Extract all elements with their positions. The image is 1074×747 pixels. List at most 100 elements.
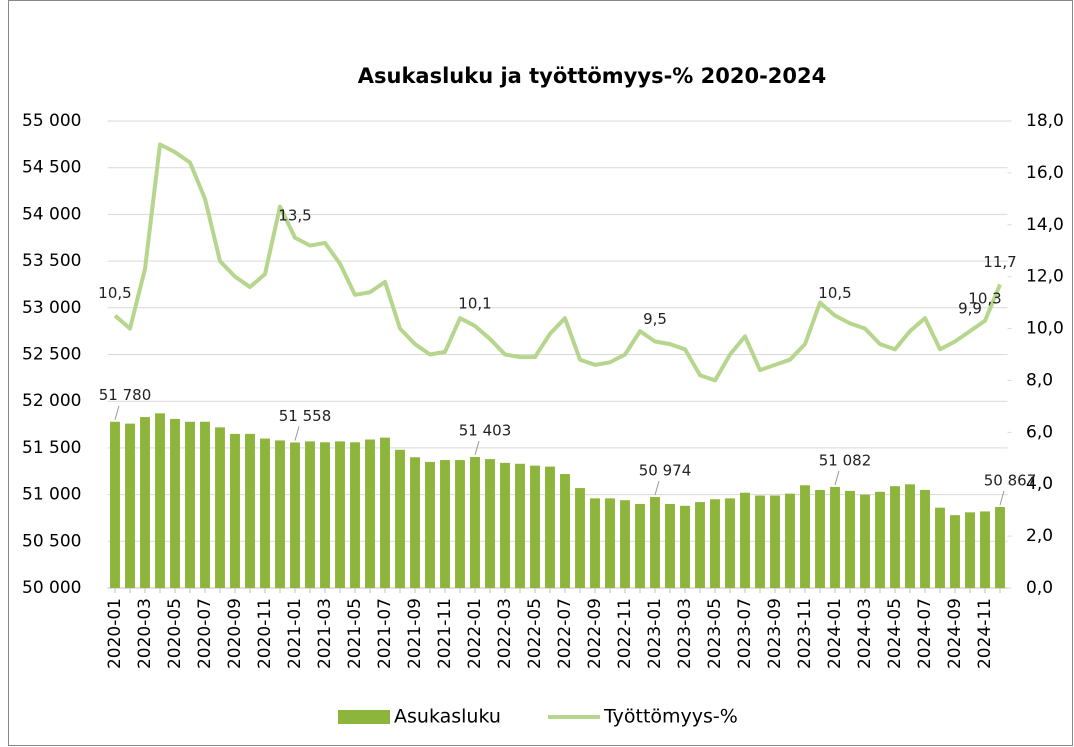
y-tick-label: 52 000	[22, 391, 81, 411]
bar	[755, 495, 765, 588]
x-tick-label: 2023-07	[735, 598, 755, 669]
data-label: 10,1	[458, 294, 491, 312]
bar	[635, 503, 645, 588]
bar	[515, 463, 525, 588]
bar	[125, 423, 135, 588]
bar	[485, 459, 495, 588]
bar	[140, 417, 150, 588]
bar	[245, 433, 255, 588]
bar	[185, 421, 195, 588]
bar	[995, 507, 1005, 588]
bar	[680, 505, 690, 588]
data-label: 50 974	[639, 462, 692, 480]
bar	[455, 460, 465, 588]
bar	[740, 492, 750, 588]
bar	[380, 437, 390, 588]
bar	[170, 418, 180, 588]
legend-swatch	[338, 710, 390, 724]
legend-label: Asukasluku	[394, 706, 501, 728]
data-label: 10,5	[98, 284, 131, 302]
bar	[110, 421, 120, 588]
bar	[935, 507, 945, 588]
x-tick-label: 2023-09	[765, 598, 785, 669]
legend-label: Työttömyys-%	[603, 706, 738, 728]
bar	[200, 421, 210, 588]
y-tick-label: 54 000	[22, 204, 81, 224]
x-tick-label: 2021-09	[405, 598, 425, 669]
x-tick-label: 2024-07	[915, 598, 935, 669]
bar	[575, 488, 585, 588]
label-leader	[999, 490, 1005, 506]
x-tick-label: 2022-07	[555, 598, 575, 669]
y-tick-label: 55 000	[22, 111, 81, 131]
bar	[830, 486, 840, 588]
y-tick-label: 53 500	[22, 251, 81, 271]
bar	[725, 498, 735, 588]
data-label: 9,5	[643, 310, 667, 328]
x-tick-label: 2022-05	[525, 598, 545, 669]
bar	[800, 485, 810, 588]
data-label: 11,7	[983, 253, 1016, 271]
x-tick-label: 2020-09	[225, 598, 245, 669]
bar	[425, 461, 435, 588]
data-label: 10,5	[818, 284, 851, 302]
bar	[260, 438, 270, 588]
bar	[545, 466, 555, 588]
y2-tick-label: 14,0	[1026, 215, 1064, 235]
data-label: 51 082	[819, 451, 872, 469]
bar	[710, 499, 720, 588]
label-leader	[294, 426, 300, 441]
bar	[440, 460, 450, 588]
x-tick-label: 2021-07	[375, 598, 395, 669]
x-tick-label: 2024-01	[825, 598, 845, 669]
x-tick-label: 2022-11	[615, 598, 635, 669]
bar	[785, 493, 795, 588]
label-leader	[834, 470, 840, 486]
x-tick-label: 2021-11	[435, 598, 455, 669]
bar	[860, 494, 870, 588]
y2-tick-label: 8,0	[1026, 370, 1053, 390]
x-tick-label: 2020-01	[105, 598, 125, 669]
bar	[305, 441, 315, 588]
y2-tick-label: 10,0	[1026, 319, 1064, 339]
y2-tick-label: 6,0	[1026, 422, 1053, 442]
bar	[650, 497, 660, 588]
y-tick-label: 50 500	[22, 531, 81, 551]
chart-title: Asukasluku ja työttömyys-% 2020-2024	[358, 64, 827, 88]
bar	[665, 503, 675, 588]
chart-frame	[8, 0, 1073, 746]
bar	[605, 498, 615, 588]
bar	[905, 484, 915, 588]
bar	[950, 515, 960, 588]
bar	[845, 490, 855, 588]
y-tick-label: 52 500	[22, 345, 81, 365]
bar	[350, 442, 360, 588]
x-tick-label: 2022-09	[585, 598, 605, 669]
data-label: 51 558	[279, 407, 332, 425]
bar	[290, 442, 300, 588]
x-tick-label: 2020-07	[195, 598, 215, 669]
x-tick-label: 2020-03	[135, 598, 155, 669]
bar	[410, 457, 420, 588]
data-label: 50 867	[984, 472, 1037, 490]
bar	[230, 433, 240, 588]
bar	[365, 439, 375, 588]
x-tick-label: 2022-03	[495, 598, 515, 669]
y-tick-label: 53 000	[22, 298, 81, 318]
x-tick-label: 2023-05	[705, 598, 725, 669]
bar	[560, 474, 570, 588]
bar	[215, 427, 225, 588]
y-tick-label: 51 000	[22, 485, 81, 505]
bar	[275, 440, 285, 588]
y2-tick-label: 12,0	[1026, 267, 1064, 287]
label-leader	[474, 440, 480, 456]
x-tick-label: 2023-03	[675, 598, 695, 669]
y2-tick-label: 0,0	[1026, 578, 1053, 598]
data-label: 9,9	[958, 300, 982, 318]
bar	[890, 486, 900, 588]
bar	[470, 456, 480, 588]
y2-tick-label: 2,0	[1026, 526, 1053, 546]
data-label: 13,5	[278, 206, 311, 224]
bar	[155, 413, 165, 588]
y2-tick-label: 4,0	[1026, 474, 1053, 494]
